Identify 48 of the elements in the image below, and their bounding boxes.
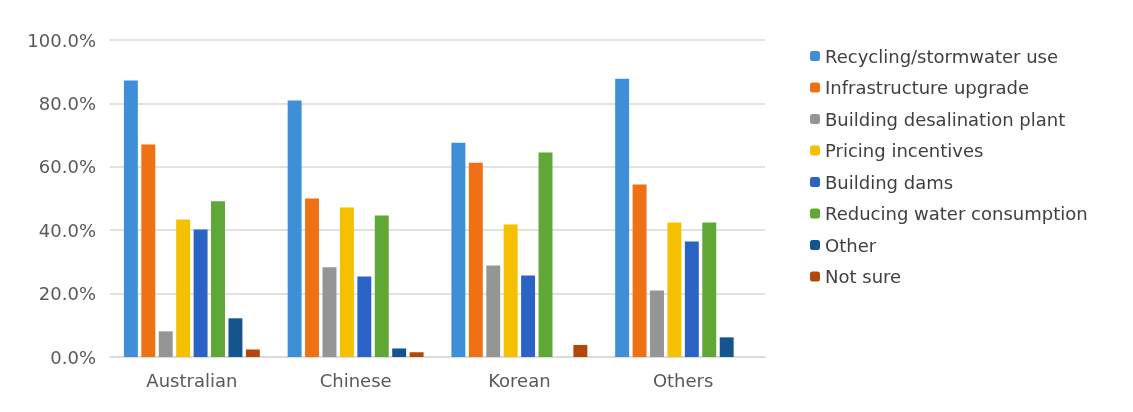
bar [486, 265, 501, 357]
bar [287, 100, 302, 357]
y-tick-label: 60.0% [38, 156, 96, 178]
bar [193, 229, 208, 357]
legend-label: Reducing water consumption [825, 203, 1088, 224]
bar [158, 331, 173, 357]
bar [322, 267, 337, 357]
bar [632, 184, 647, 357]
bar [211, 201, 225, 357]
bar [615, 78, 630, 357]
bar [521, 275, 536, 357]
bar [245, 349, 260, 357]
bar [538, 152, 553, 357]
bar [573, 344, 588, 357]
bar [684, 241, 699, 357]
bar [503, 224, 518, 357]
bar [228, 318, 243, 357]
legend-label: Not sure [825, 266, 902, 287]
legend-label: Infrastructure upgrade [825, 77, 1030, 98]
x-tick-label: Others [652, 369, 714, 391]
bar [409, 352, 424, 357]
bar [719, 337, 734, 357]
y-tick-label: 0.0% [50, 346, 96, 368]
bar [123, 80, 138, 357]
x-tick-label: Korean [488, 369, 551, 391]
y-tick-label: 40.0% [38, 219, 96, 241]
bar [451, 142, 466, 357]
bar [339, 207, 354, 357]
bar [667, 222, 682, 357]
bar [305, 198, 320, 357]
legend-label: Pricing incentives [825, 140, 984, 161]
bar [702, 222, 717, 357]
bar [374, 215, 389, 357]
x-tick-label: Australian [146, 369, 238, 391]
bar [141, 144, 156, 357]
bar [357, 276, 372, 357]
legend-label: Other [825, 234, 877, 256]
bar [176, 219, 191, 357]
y-tick-label: 20.0% [38, 283, 96, 305]
legend-label: Recycling/stormwater use [825, 45, 1059, 67]
legend-label: Building dams [825, 171, 954, 193]
x-tick-label: Chinese [319, 369, 392, 391]
bar [650, 290, 664, 357]
bar [468, 162, 483, 357]
y-tick-label: 100.0% [27, 29, 96, 51]
legend-label: Building desalination plant [825, 108, 1066, 130]
bar [392, 348, 407, 357]
y-tick-label: 80.0% [38, 92, 96, 114]
